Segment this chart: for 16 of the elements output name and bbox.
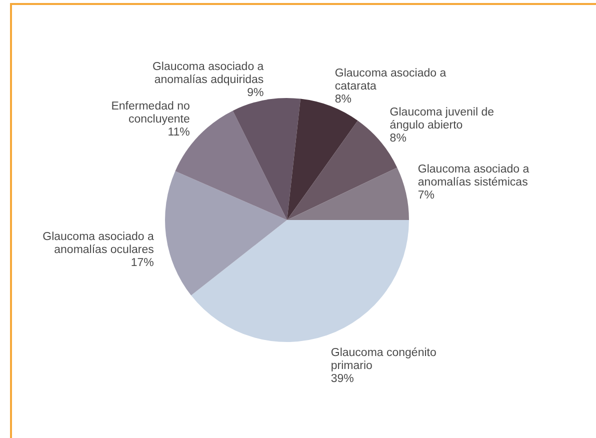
slice-label: Glaucoma asociado a anomalías adquiridas	[152, 60, 264, 86]
data-label: 39%	[330, 372, 354, 385]
slice-label: Glaucoma asociado a anomalías oculares	[42, 230, 154, 256]
data-label: 9%	[247, 86, 264, 99]
pie-slice	[165, 171, 287, 296]
slice-label: Glaucoma congénito primario	[330, 346, 436, 372]
slice-label: Glaucoma juvenil de ángulo abierto	[390, 106, 494, 132]
slice-label: Glaucoma asociado a catarata	[334, 68, 447, 93]
pie-slice	[191, 220, 409, 342]
slice-label: Enfermedad no concluyente	[111, 100, 190, 126]
data-label: 8%	[334, 94, 352, 106]
data-label: 8%	[390, 132, 406, 145]
data-label: 7%	[418, 189, 435, 202]
data-label: 17%	[130, 256, 154, 269]
slice-label: Glaucoma asociado a anomalías sistémicas	[418, 163, 530, 188]
data-label: 11%	[168, 126, 190, 138]
